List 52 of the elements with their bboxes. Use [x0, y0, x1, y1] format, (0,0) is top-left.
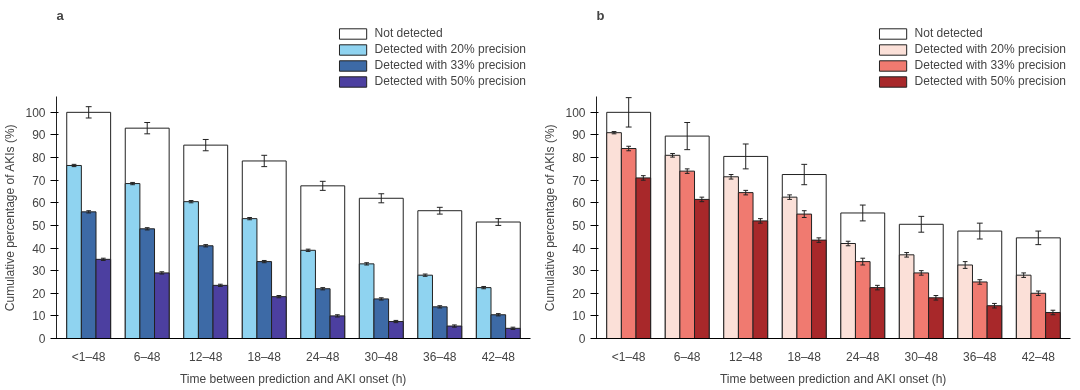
x-tick-label: 18–48 — [787, 349, 822, 364]
y-tick-label: 30 — [32, 264, 46, 279]
chart-title: b — [596, 7, 605, 23]
y-tick-label: 90 — [572, 128, 586, 143]
y-tick-label: 60 — [572, 196, 586, 211]
x-tick-label: 30–48 — [364, 349, 399, 364]
y-axis-title: Cumulative percentage of AKIs (%) — [3, 124, 18, 312]
y-tick-label: 50 — [572, 218, 586, 233]
y-tick-label: 90 — [32, 128, 46, 143]
x-tick-label: 42–48 — [481, 349, 516, 364]
y-tick-label: 10 — [572, 309, 586, 324]
legend-label: Detected with 50% precision — [914, 74, 1066, 88]
legend-label: Detected with 20% precision — [914, 42, 1066, 56]
y-tick-label: 100 — [25, 105, 46, 120]
x-tick-label: 12–48 — [729, 349, 763, 364]
y-tick-label: 70 — [32, 173, 46, 188]
x-axis-title: Time between prediction and AKI onset (h) — [720, 371, 947, 386]
y-tick-label: 20 — [572, 286, 586, 301]
legend-label: Detected with 20% precision — [374, 42, 526, 56]
x-tick-label: <1–48 — [71, 349, 106, 364]
x-tick-label: 12–48 — [189, 349, 223, 364]
x-tick-label: 36–48 — [963, 349, 997, 364]
x-tick-label: 42–48 — [1021, 349, 1056, 364]
y-tick-label: 10 — [32, 309, 46, 324]
y-tick-label: 80 — [572, 151, 586, 166]
legend-label: Detected with 50% precision — [374, 74, 526, 88]
x-tick-label: 6–48 — [133, 349, 161, 364]
y-axis-title: Cumulative percentage of AKIs (%) — [543, 124, 558, 312]
legend-label: Detected with 33% precision — [374, 58, 526, 72]
y-tick-label: 40 — [572, 241, 586, 256]
y-tick-label: 100 — [565, 105, 586, 120]
x-tick-label: <1–48 — [611, 349, 646, 364]
legend-label: Not detected — [374, 26, 443, 40]
y-tick-label: 30 — [572, 264, 586, 279]
y-tick-label: 80 — [32, 151, 46, 166]
y-tick-label: 40 — [32, 241, 46, 256]
legend-label: Not detected — [914, 26, 983, 40]
y-tick-label: 50 — [32, 218, 46, 233]
chart-title: a — [56, 7, 65, 23]
y-tick-label: 0 — [578, 332, 586, 346]
x-tick-label: 36–48 — [423, 349, 457, 364]
x-tick-label: 24–48 — [846, 349, 880, 364]
y-tick-label: 0 — [38, 332, 46, 346]
x-tick-label: 6–48 — [673, 349, 701, 364]
x-tick-label: 24–48 — [306, 349, 340, 364]
y-tick-label: 60 — [32, 196, 46, 211]
y-tick-label: 20 — [32, 286, 46, 301]
y-tick-label: 70 — [572, 173, 586, 188]
x-axis-title: Time between prediction and AKI onset (h) — [180, 371, 407, 386]
legend-label: Detected with 33% precision — [914, 58, 1066, 72]
x-tick-label: 18–48 — [247, 349, 282, 364]
x-tick-label: 30–48 — [904, 349, 939, 364]
